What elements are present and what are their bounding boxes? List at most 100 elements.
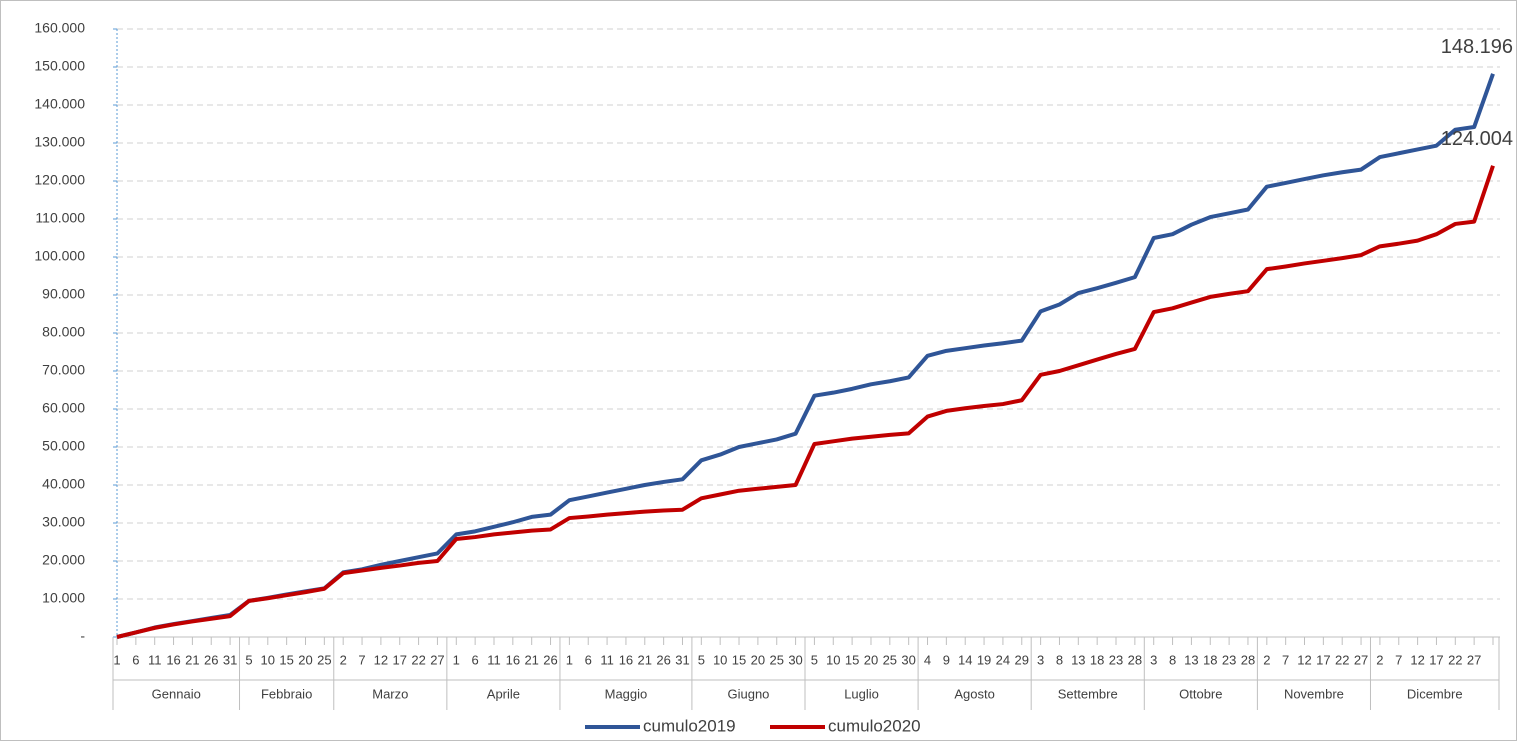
x-tick-label: 2 bbox=[1263, 652, 1270, 667]
y-tick-label: 130.000 bbox=[34, 134, 85, 150]
y-tick-label: 70.000 bbox=[42, 362, 85, 378]
month-label: Luglio bbox=[844, 686, 879, 701]
y-tick-label: 150.000 bbox=[34, 58, 85, 74]
y-tick-label: 30.000 bbox=[42, 514, 85, 530]
x-tick-label: 10 bbox=[713, 652, 727, 667]
x-tick-label: 31 bbox=[675, 652, 689, 667]
x-tick-label: 7 bbox=[358, 652, 365, 667]
x-tick-label: 20 bbox=[751, 652, 765, 667]
x-tick-label: 30 bbox=[788, 652, 802, 667]
month-label: Febbraio bbox=[261, 686, 312, 701]
x-tick-label: 2 bbox=[1376, 652, 1383, 667]
x-tick-label: 10 bbox=[826, 652, 840, 667]
x-tick-label: 30 bbox=[901, 652, 915, 667]
y-tick-label: 50.000 bbox=[42, 438, 85, 454]
x-tick-label: 7 bbox=[1282, 652, 1289, 667]
x-tick-label: 16 bbox=[506, 652, 520, 667]
y-tick-label: 110.000 bbox=[35, 210, 85, 226]
month-label: Aprile bbox=[487, 686, 520, 701]
x-tick-label: 6 bbox=[472, 652, 479, 667]
data-label: 148.196 bbox=[1441, 36, 1513, 58]
month-label: Maggio bbox=[605, 686, 648, 701]
x-tick-label: 1 bbox=[113, 652, 120, 667]
x-tick-label: 12 bbox=[1297, 652, 1311, 667]
x-tick-label: 13 bbox=[1071, 652, 1085, 667]
x-tick-label: 1 bbox=[453, 652, 460, 667]
y-tick-label: 90.000 bbox=[42, 286, 85, 302]
y-tick-label: 160.000 bbox=[34, 20, 85, 36]
x-tick-label: 3 bbox=[1037, 652, 1044, 667]
x-tick-label: 24 bbox=[996, 652, 1010, 667]
x-tick-label: 16 bbox=[619, 652, 633, 667]
month-label: Ottobre bbox=[1179, 686, 1222, 701]
x-tick-label: 11 bbox=[148, 652, 162, 667]
x-tick-label: 6 bbox=[132, 652, 139, 667]
x-tick-label: 27 bbox=[1467, 652, 1481, 667]
x-tick-label: 2 bbox=[340, 652, 347, 667]
data-label: 124.004 bbox=[1441, 128, 1513, 150]
x-tick-label: 26 bbox=[656, 652, 670, 667]
x-tick-label: 11 bbox=[600, 652, 614, 667]
x-tick-label: 18 bbox=[1090, 652, 1104, 667]
x-tick-label: 3 bbox=[1150, 652, 1157, 667]
x-tick-label: 16 bbox=[166, 652, 180, 667]
x-tick-label: 23 bbox=[1222, 652, 1236, 667]
x-tick-label: 12 bbox=[1410, 652, 1424, 667]
x-tick-label: 22 bbox=[411, 652, 425, 667]
x-tick-label: 28 bbox=[1241, 652, 1255, 667]
y-tick-label: 80.000 bbox=[42, 324, 85, 340]
y-tick-label: 60.000 bbox=[42, 400, 85, 416]
x-tick-label: 14 bbox=[958, 652, 972, 667]
x-tick-label: 22 bbox=[1335, 652, 1349, 667]
x-tick-label: 22 bbox=[1448, 652, 1462, 667]
x-tick-label: 29 bbox=[1015, 652, 1029, 667]
x-tick-label: 15 bbox=[279, 652, 293, 667]
y-tick-label: 120.000 bbox=[34, 172, 85, 188]
x-tick-label: 17 bbox=[1316, 652, 1330, 667]
month-label: Agosto bbox=[954, 686, 994, 701]
x-tick-label: 23 bbox=[1109, 652, 1123, 667]
x-tick-label: 5 bbox=[811, 652, 818, 667]
x-tick-label: 25 bbox=[317, 652, 331, 667]
x-tick-label: 4 bbox=[924, 652, 931, 667]
x-tick-label: 8 bbox=[1056, 652, 1063, 667]
legend-label: cumulo2019 bbox=[643, 716, 736, 735]
x-tick-label: 8 bbox=[1169, 652, 1176, 667]
x-tick-label: 26 bbox=[543, 652, 557, 667]
x-tick-label: 27 bbox=[1354, 652, 1368, 667]
month-label: Giugno bbox=[727, 686, 769, 701]
x-tick-label: 5 bbox=[245, 652, 252, 667]
series-line bbox=[116, 165, 1495, 639]
x-tick-label: 27 bbox=[430, 652, 444, 667]
x-tick-label: 25 bbox=[769, 652, 783, 667]
x-tick-label: 21 bbox=[524, 652, 538, 667]
x-tick-label: 19 bbox=[977, 652, 991, 667]
month-label: Dicembre bbox=[1407, 686, 1463, 701]
x-tick-label: 21 bbox=[638, 652, 652, 667]
month-label: Marzo bbox=[372, 686, 408, 701]
month-label: Gennaio bbox=[152, 686, 201, 701]
legend-label: cumulo2020 bbox=[828, 716, 921, 735]
y-tick-label: 20.000 bbox=[42, 552, 85, 568]
y-tick-label: 40.000 bbox=[42, 476, 85, 492]
x-tick-label: 13 bbox=[1184, 652, 1198, 667]
x-tick-label: 15 bbox=[732, 652, 746, 667]
x-tick-label: 18 bbox=[1203, 652, 1217, 667]
x-tick-label: 17 bbox=[393, 652, 407, 667]
x-tick-label: 28 bbox=[1128, 652, 1142, 667]
x-tick-label: 9 bbox=[943, 652, 950, 667]
y-tick-label: 140.000 bbox=[34, 96, 85, 112]
x-tick-label: 25 bbox=[883, 652, 897, 667]
x-tick-label: 31 bbox=[223, 652, 237, 667]
x-tick-label: 5 bbox=[698, 652, 705, 667]
month-label: Settembre bbox=[1058, 686, 1118, 701]
month-label: Novembre bbox=[1284, 686, 1344, 701]
y-tick-label: - bbox=[80, 628, 85, 644]
x-tick-label: 11 bbox=[487, 652, 501, 667]
y-tick-label: 100.000 bbox=[34, 248, 85, 264]
x-tick-label: 26 bbox=[204, 652, 218, 667]
x-tick-label: 20 bbox=[298, 652, 312, 667]
y-tick-label: 10.000 bbox=[42, 590, 85, 606]
x-tick-label: 12 bbox=[374, 652, 388, 667]
